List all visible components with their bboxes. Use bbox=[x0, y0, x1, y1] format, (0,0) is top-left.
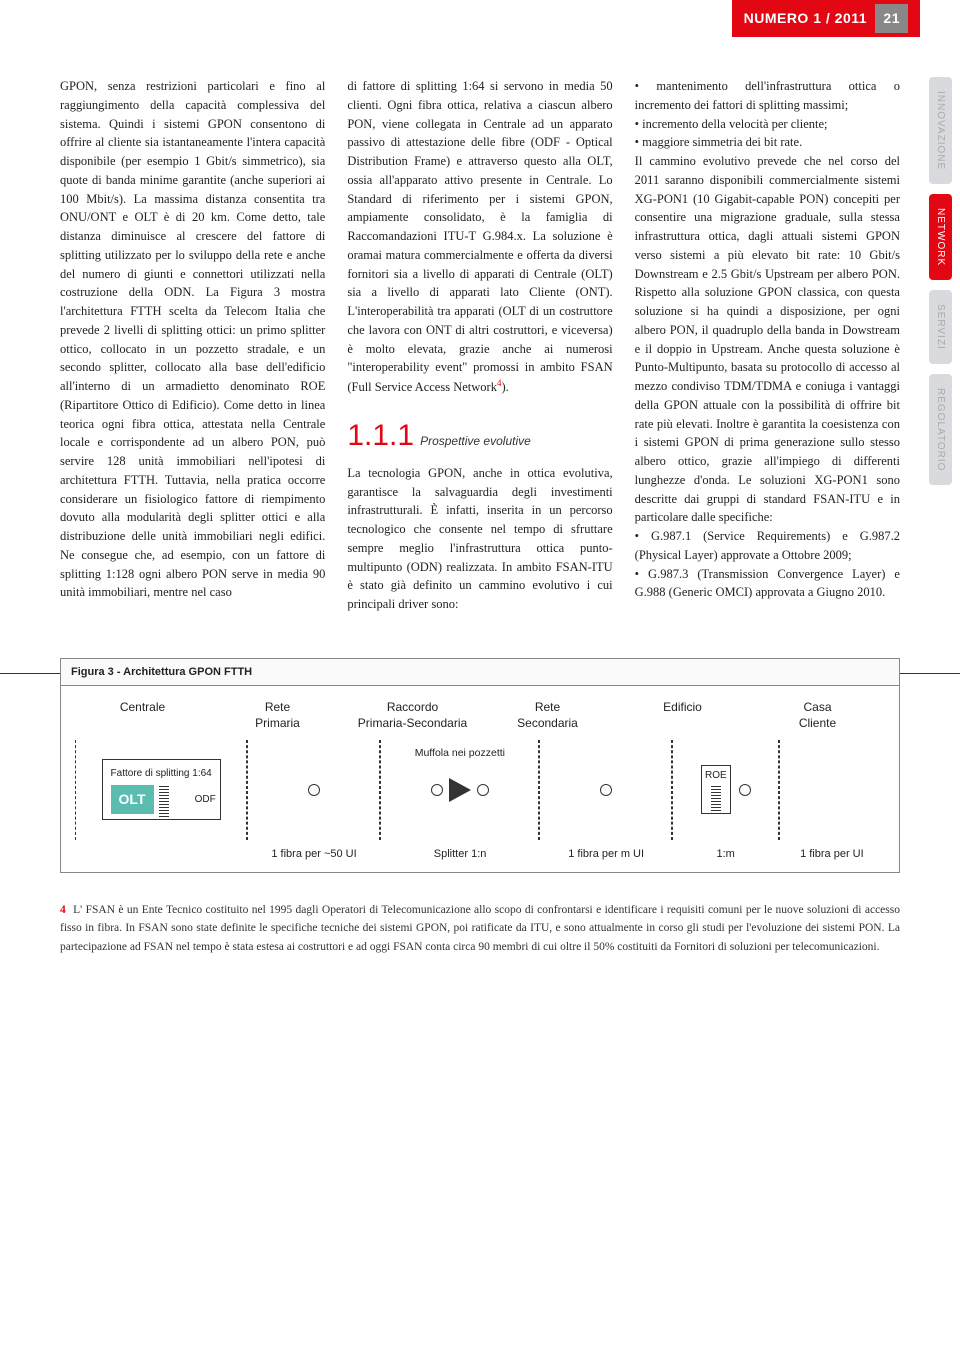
arch-bottom-0 bbox=[75, 846, 248, 863]
seg-secondaria bbox=[539, 740, 672, 840]
bullet-list-2: G.987.1 (Service Requirements) e G.987.2… bbox=[635, 527, 900, 602]
junction-icon bbox=[477, 784, 489, 796]
seg-primaria bbox=[247, 740, 380, 840]
arch-bottom-3: 1 fibra per m UI bbox=[540, 846, 673, 863]
text-columns: GPON, senza restrizioni particolari e fi… bbox=[60, 77, 900, 614]
bullet-item: mantenimento dell'infrastruttura ottica … bbox=[635, 77, 900, 115]
arch-bottom-4: 1:m bbox=[673, 846, 779, 863]
tab-network: NETWORK bbox=[929, 194, 952, 280]
page-number: 21 bbox=[875, 4, 908, 33]
splitting-label: Fattore di splitting 1:64 bbox=[111, 766, 212, 781]
body-col3a: Il cammino evolutivo prevede che nel cor… bbox=[635, 152, 900, 527]
arch-diagram: Fattore di splitting 1:64 OLT ODF Muffol… bbox=[75, 740, 885, 840]
arch-label-secondaria: Rete Secondaria bbox=[480, 700, 615, 731]
arch-label-casa: Casa Cliente bbox=[750, 700, 885, 731]
olt-label: OLT bbox=[111, 785, 154, 814]
page-header: NUMERO 1 / 2011 21 bbox=[0, 0, 960, 37]
muffola-label: Muffola nei pozzetti bbox=[381, 746, 538, 762]
bullet-item: G.987.1 (Service Requirements) e G.987.2… bbox=[635, 527, 900, 565]
arch-bottom-2: Splitter 1:n bbox=[380, 846, 539, 863]
junction-icon bbox=[600, 784, 612, 796]
body-col1: GPON, senza restrizioni particolari e fi… bbox=[60, 77, 325, 602]
roe-icon bbox=[711, 785, 721, 811]
content-area: INNOVAZIONE NETWORK SERVIZI REGOLATORIO … bbox=[0, 37, 960, 634]
footnote-text: L' FSAN è un Ente Tecnico costituito nel… bbox=[60, 904, 900, 953]
section-title: Prospettive evolutive bbox=[420, 434, 531, 448]
seg-raccordo: Muffola nei pozzetti bbox=[380, 740, 539, 840]
side-tabs: INNOVAZIONE NETWORK SERVIZI REGOLATORIO bbox=[929, 77, 952, 485]
arch-label-centrale: Centrale bbox=[75, 700, 210, 731]
bullet-item: incremento della velocità per cliente; bbox=[635, 115, 900, 134]
bullet-item: G.987.3 (Transmission Convergence Layer)… bbox=[635, 565, 900, 603]
tab-innovazione: INNOVAZIONE bbox=[929, 77, 952, 184]
olt-box: Fattore di splitting 1:64 OLT ODF bbox=[102, 759, 221, 820]
tab-servizi: SERVIZI bbox=[929, 290, 952, 364]
body-col2a: di fattore di splitting 1:64 si servono … bbox=[347, 77, 612, 397]
junction-icon bbox=[739, 784, 751, 796]
arch-label-raccordo: Raccordo Primaria-Secondaria bbox=[345, 700, 480, 731]
arch-top-labels: Centrale Rete Primaria Raccordo Primaria… bbox=[75, 700, 885, 731]
roe-box: ROE bbox=[701, 765, 731, 814]
junction-icon bbox=[431, 784, 443, 796]
section-heading: 1.1.1 Prospettive evolutive bbox=[347, 413, 612, 458]
issue-label: NUMERO 1 / 2011 bbox=[744, 10, 867, 26]
arch-bottom-5: 1 fibra per UI bbox=[779, 846, 885, 863]
seg-casa: ONT bbox=[779, 740, 885, 840]
roe-label: ROE bbox=[705, 768, 727, 783]
bullet-item: maggiore simmetria dei bit rate. bbox=[635, 133, 900, 152]
figure-body: Centrale Rete Primaria Raccordo Primaria… bbox=[61, 686, 899, 872]
odf-label: ODF bbox=[195, 792, 216, 807]
bullet-list-1: mantenimento dell'infrastruttura ottica … bbox=[635, 77, 900, 152]
arch-bottom-1: 1 fibra per ~50 UI bbox=[248, 846, 381, 863]
figure-caption: Figura 3 - Architettura GPON FTTH bbox=[61, 659, 899, 687]
body-col2b: La tecnologia GPON, anche in ottica evol… bbox=[347, 464, 612, 614]
arch-label-primaria: Rete Primaria bbox=[210, 700, 345, 731]
footnote: 4 L' FSAN è un Ente Tecnico costituito n… bbox=[0, 885, 960, 986]
arch-label-edificio: Edificio bbox=[615, 700, 750, 731]
ont-label: ONT bbox=[810, 775, 856, 804]
footnote-number: 4 bbox=[60, 904, 66, 916]
junction-icon bbox=[308, 784, 320, 796]
splitter-icon bbox=[449, 778, 471, 802]
arch-bottom-labels: 1 fibra per ~50 UI Splitter 1:n 1 fibra … bbox=[75, 846, 885, 863]
figure-3: Figura 3 - Architettura GPON FTTH Centra… bbox=[60, 658, 900, 873]
odf-icon bbox=[159, 785, 169, 817]
seg-centrale: Fattore di splitting 1:64 OLT ODF bbox=[75, 740, 247, 840]
section-number: 1.1.1 bbox=[347, 419, 414, 452]
issue-badge: NUMERO 1 / 2011 21 bbox=[732, 0, 920, 37]
tab-regolatorio: REGOLATORIO bbox=[929, 374, 952, 485]
seg-edificio: ROE bbox=[672, 740, 779, 840]
